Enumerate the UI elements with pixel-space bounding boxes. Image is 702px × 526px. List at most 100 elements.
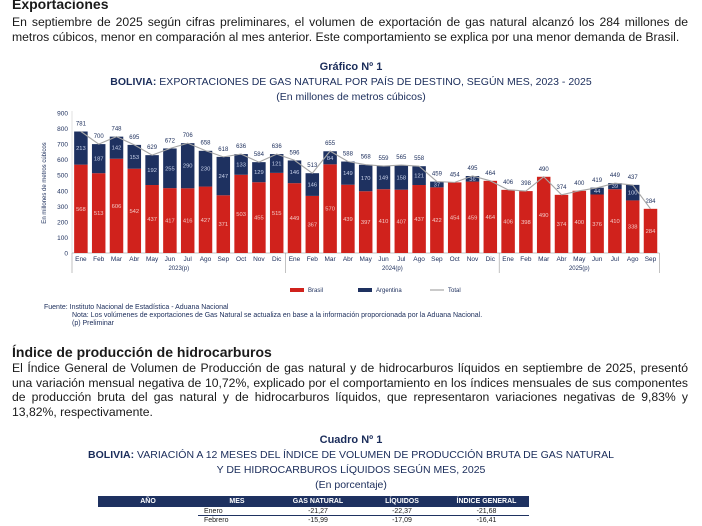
bar-label-brasil: 542 [129, 209, 139, 215]
bar-label-brasil: 416 [183, 219, 193, 225]
cell: Febrero [204, 516, 229, 524]
month-label: Sep [645, 256, 657, 263]
y-tick-label: 300 [57, 204, 68, 211]
bar-argentina [180, 143, 195, 189]
total-label: 558 [414, 156, 425, 162]
bar-label-argentina: 149 [343, 171, 353, 177]
bar-brasil [198, 186, 213, 253]
bar-label-argentina: 133 [236, 162, 246, 168]
bar-argentina [305, 173, 320, 196]
col-liquids: LÍQUIDOS [360, 496, 444, 507]
month-label: Jul [611, 256, 620, 263]
bar-brasil [323, 164, 337, 253]
bar-brasil [216, 195, 231, 253]
bar-argentina [269, 154, 284, 173]
section-heading-exportaciones: Exportaciones [12, 0, 109, 12]
month-label: Sep [218, 256, 230, 263]
bar-label-brasil: 503 [236, 212, 246, 218]
bar-label-argentina: 192 [147, 168, 157, 174]
total-label: 406 [503, 180, 514, 186]
bar-brasil [163, 188, 177, 253]
month-label: Nov [253, 256, 265, 263]
bar-label-argentina: 213 [76, 146, 86, 152]
cell [98, 507, 198, 516]
note: Nota: Los volúmenes de exportaciones de … [72, 312, 483, 319]
bar-brasil [394, 189, 409, 253]
month-label: Jun [378, 256, 389, 263]
chart-subtitle: (En millones de metros cúbicos) [276, 91, 426, 103]
y-tick-label: 600 [57, 157, 68, 164]
bar-label-argentina: 39 [612, 184, 618, 190]
bar-label-argentina: 121 [414, 174, 424, 180]
y-tick-label: 900 [57, 111, 68, 118]
table-title-line2: Y DE HIDROCARBUROS LÍQUIDOS SEGÚN MES, 2… [216, 464, 486, 476]
month-label: Ago [200, 256, 212, 263]
month-label: Abr [556, 256, 567, 263]
month-label: Oct [450, 256, 460, 263]
y-tick-label: 500 [57, 173, 68, 180]
total-label: 398 [521, 181, 532, 187]
bar-label-brasil: 449 [290, 216, 300, 222]
total-label: 672 [165, 138, 176, 144]
table-label: Cuadro Nº 1 [319, 434, 383, 446]
bar-label-argentina: 146 [290, 170, 300, 176]
bar-label-brasil: 398 [521, 220, 531, 226]
bar-argentina [234, 154, 248, 175]
bar-argentina [590, 187, 604, 195]
table-row: Enero -21,27 -22,37 -21,68 [98, 507, 529, 516]
y-tick-label: 800 [57, 126, 68, 133]
total-label: 419 [592, 178, 603, 184]
month-label: May [360, 256, 373, 263]
y-tick-label: 100 [57, 235, 68, 242]
month-label: Mar [538, 256, 550, 263]
year-label: 2023(p) [168, 266, 189, 272]
bar-argentina [341, 161, 355, 185]
bar-label-brasil: 417 [165, 219, 175, 225]
bar-label-brasil: 410 [379, 219, 389, 225]
month-label: May [573, 256, 586, 263]
bar-label-argentina: 121 [272, 161, 282, 167]
month-label: Mar [111, 256, 123, 263]
y-tick-label: 700 [57, 142, 68, 149]
bar-brasil [447, 182, 462, 253]
total-label: 495 [467, 166, 478, 172]
total-line [80, 131, 651, 210]
cell: -21,68 [444, 507, 529, 516]
month-label: Jul [184, 256, 193, 263]
cell: -15,99 [308, 516, 328, 524]
cell: -21,27 [276, 507, 360, 516]
total-label: 284 [645, 199, 656, 205]
bar-label-argentina: 36 [469, 177, 475, 183]
total-label: 695 [129, 135, 140, 141]
total-label: 459 [432, 172, 443, 178]
bar-argentina [216, 156, 231, 196]
bar-argentina [608, 183, 622, 190]
bar-label-brasil: 568 [76, 207, 86, 213]
bar-brasil [127, 168, 142, 253]
total-label: 655 [325, 141, 336, 147]
total-label: 658 [200, 141, 211, 147]
bar-label-brasil: 376 [592, 222, 602, 228]
cell: -16,41 [476, 516, 497, 524]
bar-argentina [91, 144, 106, 174]
bar-label-brasil: 437 [147, 217, 157, 223]
bar-label-brasil: 367 [307, 222, 317, 228]
bar-brasil [554, 194, 569, 253]
legend-label: Brasil [308, 288, 323, 294]
bar-argentina [145, 155, 159, 186]
month-label: Ago [627, 256, 639, 263]
month-label: Nov [467, 256, 479, 263]
bar-argentina [394, 165, 409, 190]
total-label: 513 [307, 163, 318, 169]
month-label: Abr [343, 256, 354, 263]
month-label: Ago [413, 256, 425, 263]
bar-label-brasil: 427 [201, 218, 211, 224]
month-label: Jul [397, 256, 406, 263]
chart-label: Gráfico Nº 1 [319, 61, 383, 73]
bar-brasil [465, 181, 480, 253]
chart-title: BOLIVIA: EXPORTACIONES DE GAS NATURAL PO… [0, 76, 702, 88]
total-label: 559 [378, 156, 389, 162]
bar-label-brasil: 284 [646, 229, 656, 235]
bar-argentina [198, 150, 213, 187]
col-index: ÍNDICE GENERAL [444, 496, 529, 507]
